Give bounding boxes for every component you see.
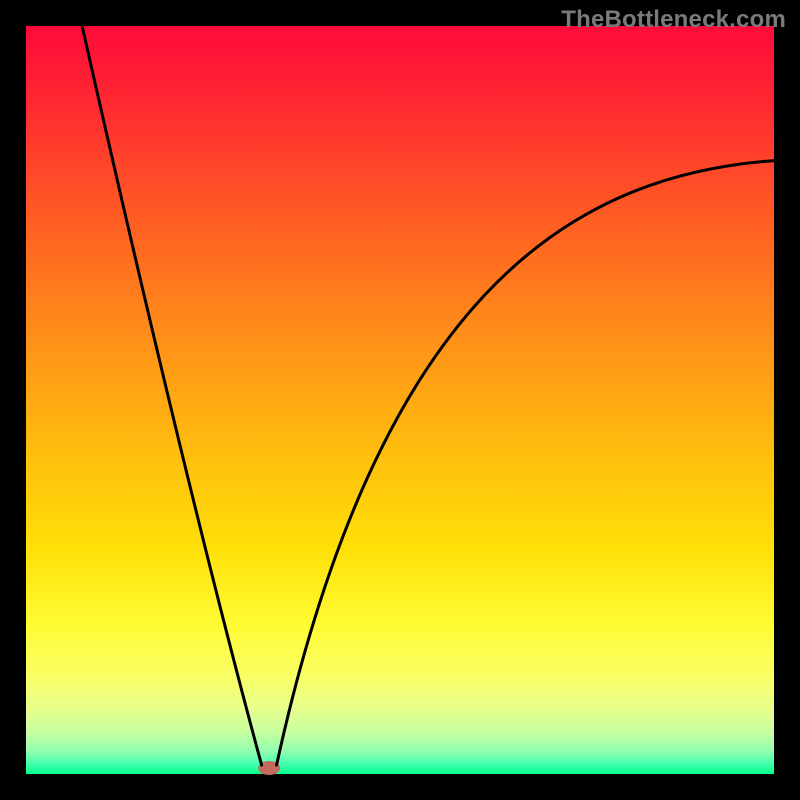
- chart-container: TheBottleneck.com: [0, 0, 800, 800]
- gradient-plot: [0, 0, 800, 800]
- watermark-text: TheBottleneck.com: [561, 6, 786, 34]
- plot-background: [26, 26, 774, 774]
